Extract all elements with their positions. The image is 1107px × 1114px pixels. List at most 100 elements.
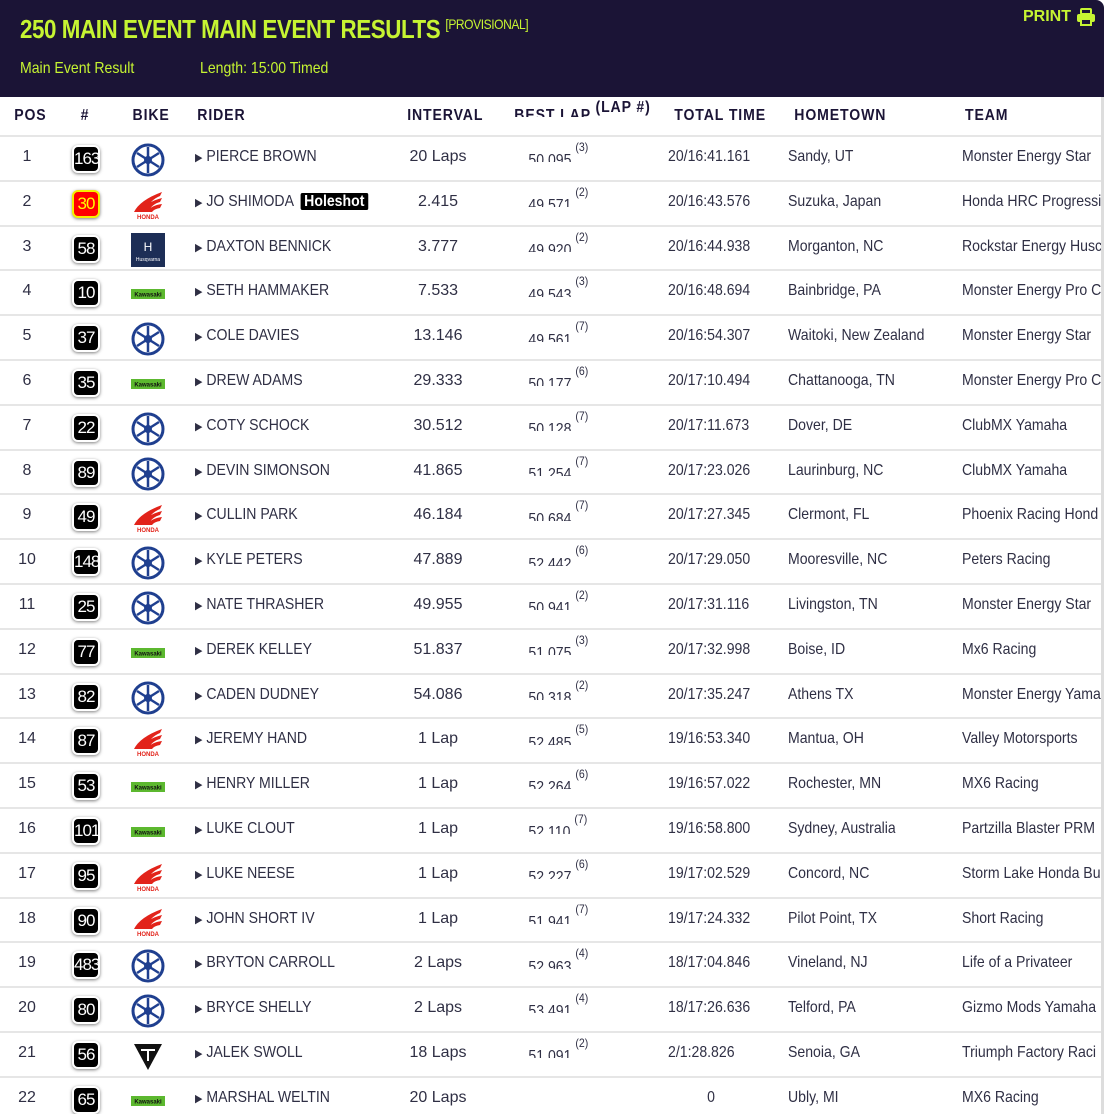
- table-row: 21 56 ▶ JALEK SWOLL 18 Laps 51.091 (2) 2…: [0, 1033, 1101, 1078]
- team: Monster Energy Pro C: [962, 282, 1102, 300]
- rider-name: BRYCE SHELLY: [206, 999, 312, 1017]
- hometown: Rochester, MN: [788, 775, 882, 793]
- rider-link[interactable]: ▶ SETH HAMMAKER: [195, 282, 329, 300]
- expand-arrow-icon: ▶: [195, 779, 203, 792]
- best-lap-number: (7): [575, 408, 589, 423]
- rider-name: COLE DAVIES: [206, 327, 300, 345]
- team: Monster Energy Star: [962, 327, 1092, 345]
- total-time: 19/16:53.340: [668, 730, 751, 748]
- position: 22: [18, 1088, 36, 1106]
- position: 16: [18, 819, 36, 837]
- expand-arrow-icon: ▶: [195, 868, 203, 881]
- interval: 20 Laps: [409, 1088, 467, 1106]
- rider-number: 65: [72, 1085, 100, 1114]
- position: 10: [18, 551, 36, 569]
- honda-logo-icon: HONDA: [130, 860, 166, 894]
- rider-link[interactable]: ▶ BRYTON CARROLL: [195, 954, 335, 972]
- rider-link[interactable]: ▶ NATE THRASHER: [195, 596, 324, 614]
- col-total-time[interactable]: TOTAL TIME: [674, 107, 766, 124]
- best-lap-time: 49.571: [528, 197, 572, 208]
- expand-arrow-icon: ▶: [195, 465, 203, 478]
- expand-arrow-icon: ▶: [195, 286, 203, 299]
- table-row: 20 80 ▶ BRYCE SHELLY 2 Laps 53.491 (4) 1…: [0, 988, 1101, 1033]
- team: Partzilla Blaster PRM: [962, 819, 1096, 837]
- rider-number: 58: [72, 234, 100, 263]
- rider-number: 82: [72, 682, 100, 711]
- rider-link[interactable]: ▶ PIERCE BROWN: [195, 148, 317, 166]
- hometown: Dover, DE: [788, 416, 853, 434]
- rider-link[interactable]: ▶ BRYCE SHELLY: [195, 999, 312, 1017]
- table-row: 2 30 HONDA ▶ JO SHIMODA Holeshot 2.415 4…: [0, 182, 1101, 227]
- rider-link[interactable]: ▶ LUKE NEESE: [195, 865, 295, 883]
- col-pos[interactable]: POS: [14, 107, 47, 124]
- expand-arrow-icon: ▶: [195, 734, 203, 747]
- team: Mx6 Racing: [962, 640, 1037, 658]
- svg-text:Kawasaki: Kawasaki: [134, 786, 162, 792]
- table-row: 7 22 ▶ COTY SCHOCK 30.512 50.128 (7) 20/…: [0, 406, 1101, 451]
- rider-link[interactable]: ▶ JO SHIMODA Holeshot: [195, 192, 368, 211]
- position: 9: [22, 506, 32, 524]
- total-time: 20/16:43.576: [668, 192, 751, 210]
- col-team[interactable]: TEAM: [964, 107, 1009, 124]
- rider-link[interactable]: ▶ JALEK SWOLL: [195, 1044, 303, 1062]
- table-row: 4 10 Kawasaki ▶ SETH HAMMAKER 7.533 49.5…: [0, 271, 1102, 317]
- col-interval[interactable]: INTERVAL: [407, 107, 484, 124]
- expand-arrow-icon: ▶: [195, 152, 203, 164]
- kawasaki-logo-icon: Kawasaki: [130, 636, 166, 670]
- rider-link[interactable]: ▶ DREW ADAMS: [195, 372, 303, 390]
- rider-link[interactable]: ▶ KYLE PETERS: [195, 551, 303, 569]
- col-best-lap[interactable]: BEST LAP (LAP #): [514, 99, 650, 117]
- best-lap: 51.941 (7): [480, 902, 603, 924]
- rider-link[interactable]: ▶ CULLIN PARK: [195, 506, 298, 524]
- total-time: 19/17:24.332: [668, 909, 751, 927]
- position: 12: [18, 640, 36, 658]
- rider-name: JOHN SHORT IV: [206, 909, 315, 927]
- hometown: Suzuka, Japan: [788, 192, 882, 210]
- best-lap: 52.264 (6): [480, 767, 603, 789]
- hometown: Waitoki, New Zealand: [788, 327, 925, 345]
- position: 5: [22, 327, 32, 345]
- rider-link[interactable]: ▶ CADEN DUDNEY: [195, 686, 319, 704]
- col-bike[interactable]: BIKE: [132, 107, 170, 124]
- rider-link[interactable]: ▶ COTY SCHOCK: [195, 417, 309, 435]
- rider-link[interactable]: ▶ LUKE CLOUT: [195, 820, 295, 838]
- hometown: Mooresville, NC: [788, 551, 888, 569]
- rider-name: NATE THRASHER: [206, 595, 324, 613]
- kawasaki-logo-icon: Kawasaki: [130, 367, 166, 401]
- best-lap-time: 52.264: [528, 779, 572, 790]
- col-number[interactable]: #: [80, 107, 90, 124]
- rider-link[interactable]: ▶ JEREMY HAND: [195, 730, 307, 748]
- best-lap-time: 50.128: [528, 421, 572, 432]
- rider-link[interactable]: ▶ DEVIN SIMONSON: [195, 462, 330, 480]
- table-row: 9 49 HONDA ▶ CULLIN PARK 46.184 50.684 (…: [0, 495, 1101, 541]
- col-hometown[interactable]: HOMETOWN: [794, 107, 887, 124]
- position: 4: [22, 282, 32, 300]
- hometown: Ubly, MI: [788, 1088, 839, 1106]
- rider-link[interactable]: ▶ COLE DAVIES: [195, 327, 299, 345]
- rider-number: 101: [72, 816, 100, 845]
- hometown: Athens TX: [788, 685, 854, 703]
- total-time: 20/17:10.494: [668, 371, 751, 389]
- rider-number: 148: [72, 548, 100, 577]
- rider-link[interactable]: ▶ DAXTON BENNICK: [195, 238, 331, 256]
- expand-arrow-icon: ▶: [195, 1003, 203, 1016]
- best-lap: 51.075 (3): [480, 633, 603, 655]
- hometown: Boise, ID: [788, 640, 846, 658]
- table-row: 16 101 Kawasaki ▶ LUKE CLOUT 1 Lap 52.11…: [0, 809, 1101, 854]
- printer-icon: [1077, 8, 1095, 26]
- rider-link[interactable]: ▶ DEREK KELLEY: [195, 641, 312, 659]
- yamaha-logo-icon: [130, 949, 166, 983]
- position: 2: [22, 192, 32, 210]
- kawasaki-logo-icon: Kawasaki: [130, 770, 166, 804]
- rider-number: 35: [72, 368, 100, 397]
- rider-link[interactable]: ▶ MARSHAL WELTIN: [195, 1089, 330, 1107]
- rider-name: KYLE PETERS: [206, 551, 303, 569]
- print-button[interactable]: PRINT: [1023, 8, 1096, 26]
- rider-link[interactable]: ▶ HENRY MILLER: [195, 775, 310, 793]
- col-rider[interactable]: RIDER: [197, 107, 246, 124]
- best-lap: 50.095 (3): [480, 140, 603, 162]
- best-lap: 52.963 (4): [480, 946, 603, 968]
- rider-link[interactable]: ▶ JOHN SHORT IV: [195, 910, 315, 928]
- results-header: 250 MAIN EVENT MAIN EVENT RESULTS [PROVIS…: [0, 0, 1104, 97]
- total-time: 20/16:48.694: [668, 282, 751, 300]
